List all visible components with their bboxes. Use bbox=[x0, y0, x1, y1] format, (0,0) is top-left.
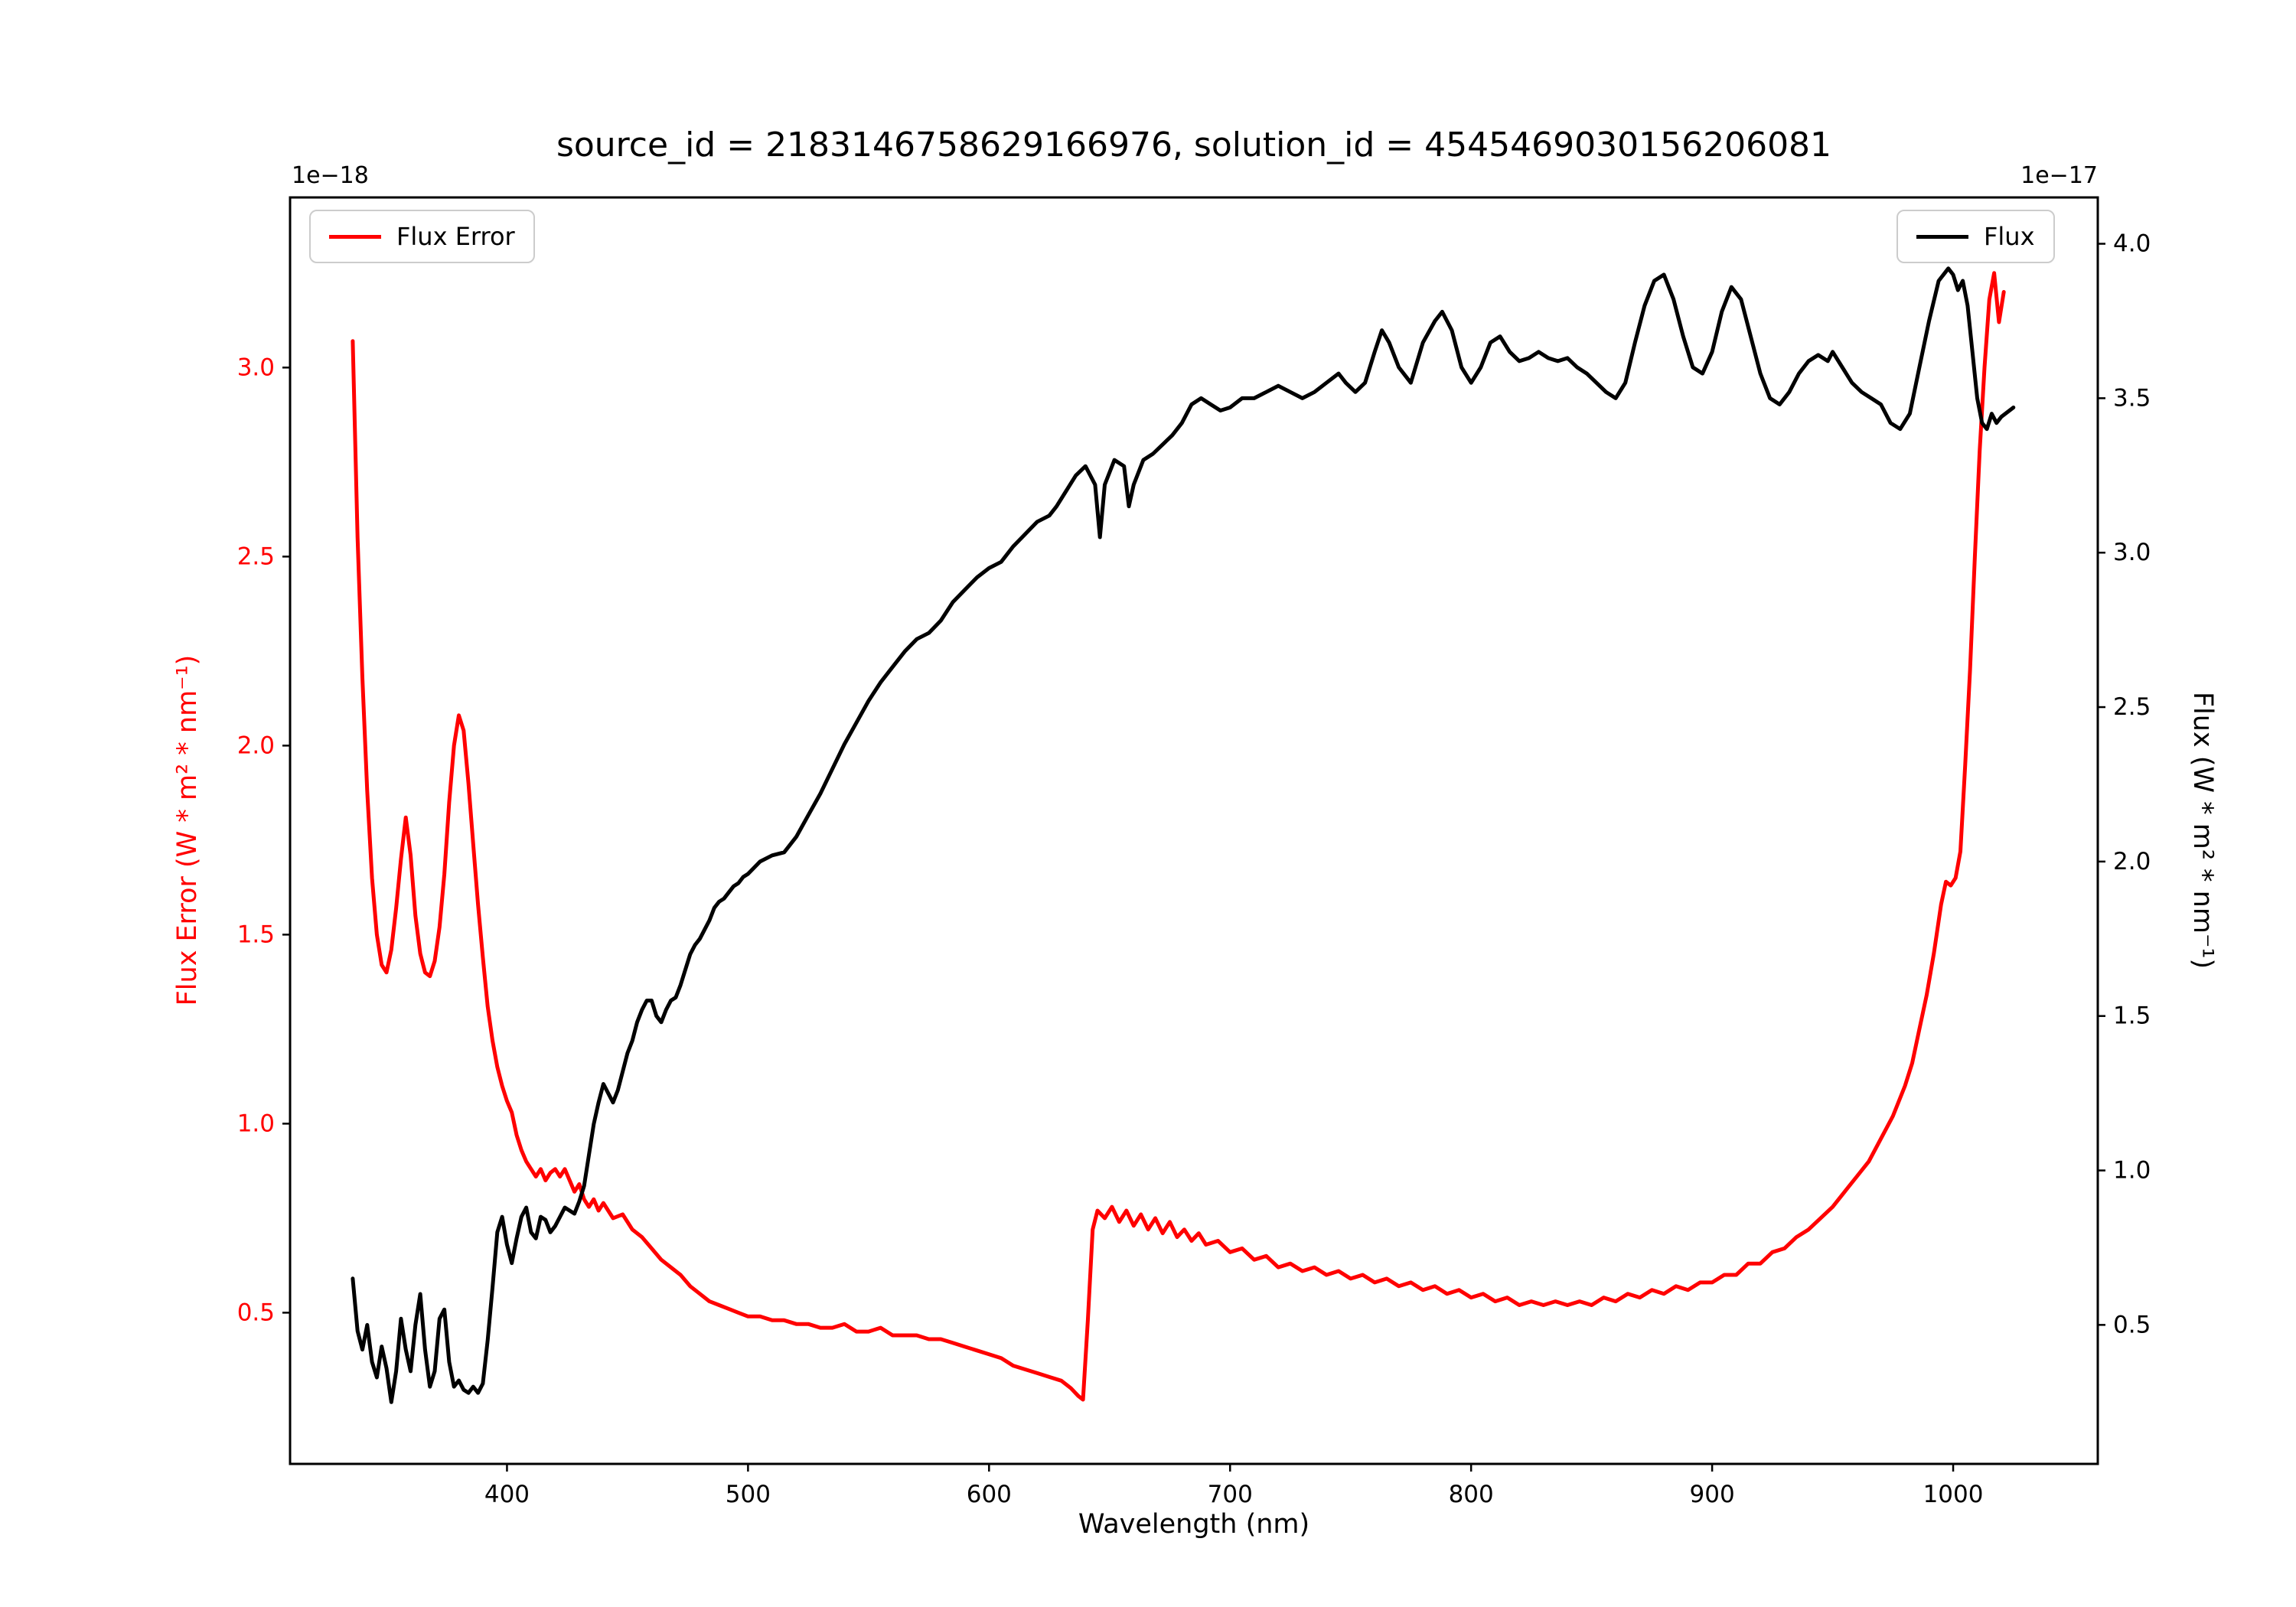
x-axis-label: Wavelength (nm) bbox=[1078, 1509, 1310, 1540]
axes-frame bbox=[289, 196, 2099, 1465]
left-y-tick-label: 0.5 bbox=[237, 1299, 275, 1326]
x-tick-label: 1000 bbox=[1923, 1481, 1984, 1508]
right-y-axis-label: Flux (W * m² * nm⁻¹) bbox=[2187, 691, 2218, 970]
flux-error-line bbox=[351, 271, 2006, 1402]
right-y-tick-label: 4.0 bbox=[2113, 230, 2151, 258]
left-y-tick-label: 2.0 bbox=[237, 732, 275, 759]
x-tick-label: 800 bbox=[1449, 1481, 1494, 1508]
chart-title: source_id = 2183146758629166976, solutio… bbox=[556, 125, 1832, 165]
right-y-tick-label: 3.0 bbox=[2113, 539, 2151, 566]
right-y-tick-label: 2.0 bbox=[2113, 848, 2151, 875]
left-y-tick-label: 3.0 bbox=[237, 354, 275, 381]
legend-flux: Flux bbox=[1896, 210, 2055, 263]
x-tick-label: 500 bbox=[726, 1481, 771, 1508]
x-tick-label: 900 bbox=[1690, 1481, 1735, 1508]
right-y-tick-label: 0.5 bbox=[2113, 1311, 2151, 1338]
flux-error-legend-label: Flux Error bbox=[396, 222, 515, 251]
right-y-tick-label: 1.0 bbox=[2113, 1157, 2151, 1185]
right-axis-scale-offset: 1e−17 bbox=[2020, 162, 2098, 189]
x-tick-label: 600 bbox=[967, 1481, 1012, 1508]
legend-flux-error: Flux Error bbox=[309, 210, 535, 263]
flux-legend-line bbox=[1916, 234, 1968, 239]
flux-error-legend-line bbox=[329, 234, 381, 239]
x-tick-label: 400 bbox=[484, 1481, 530, 1508]
left-y-tick-label: 1.5 bbox=[237, 921, 275, 948]
flux-legend-label: Flux bbox=[1984, 222, 2035, 251]
right-y-tick-label: 2.5 bbox=[2113, 693, 2151, 721]
left-axis-scale-offset: 1e−18 bbox=[292, 162, 369, 189]
right-y-tick-label: 3.5 bbox=[2113, 384, 2151, 412]
left-y-tick-label: 1.0 bbox=[237, 1110, 275, 1137]
x-tick-label: 700 bbox=[1208, 1481, 1253, 1508]
right-y-tick-label: 1.5 bbox=[2113, 1002, 2151, 1030]
left-y-axis-label: Flux Error (W * m² * nm⁻¹) bbox=[172, 654, 203, 1006]
left-y-tick-label: 2.5 bbox=[237, 543, 275, 570]
flux-line bbox=[351, 266, 2016, 1404]
